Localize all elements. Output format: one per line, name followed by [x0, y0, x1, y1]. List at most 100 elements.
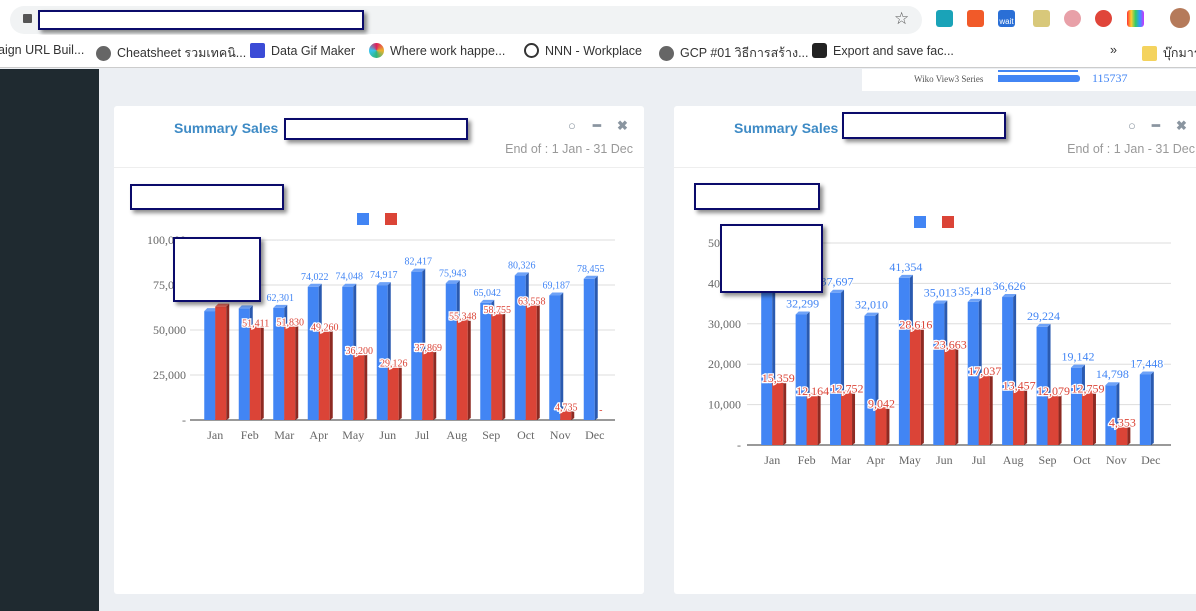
bar-top	[480, 299, 495, 303]
bookmark-label: Data Gif Maker	[271, 43, 356, 58]
bar-top	[875, 405, 890, 409]
bar	[1116, 427, 1128, 445]
bar	[1070, 367, 1082, 445]
bookmark-item[interactable]: Data Gif Maker	[250, 43, 355, 58]
bar	[1036, 326, 1048, 445]
stop-extension-icon[interactable]	[1064, 10, 1081, 27]
bar-side	[1058, 393, 1062, 445]
bar-side	[1024, 387, 1028, 445]
bar-top	[772, 379, 787, 383]
data-label: 15,359	[762, 371, 795, 385]
address-bar[interactable]	[10, 6, 922, 34]
product-label: Wiko View3 Series	[914, 74, 984, 84]
bar-side	[1092, 390, 1096, 445]
bar	[1013, 390, 1025, 445]
y-tick-label: 10,000	[708, 398, 741, 412]
data-label: 12,752	[831, 381, 864, 395]
data-label: 41,354	[889, 260, 922, 274]
x-tick-label: Aug	[1003, 453, 1024, 467]
redacted-box	[720, 224, 823, 293]
bar-top	[978, 373, 993, 377]
bar	[944, 349, 956, 445]
bar-side	[1127, 424, 1131, 445]
bar-side	[502, 311, 506, 420]
redacted-url	[38, 10, 364, 30]
bar-top	[1070, 364, 1085, 368]
bar-top	[342, 283, 357, 287]
data-label: 23,663	[934, 337, 967, 351]
plus-extension-icon[interactable]	[967, 10, 984, 27]
circle-icon[interactable]: ○	[1128, 118, 1136, 133]
bar-top	[307, 283, 322, 287]
close-icon[interactable]: ✖	[1176, 118, 1187, 133]
bar-top	[411, 268, 426, 272]
bookmark-item[interactable]: Where work happe...	[369, 43, 505, 58]
bookmark-label: NNN - Workplace	[545, 43, 643, 58]
cast-extension-icon[interactable]	[936, 10, 953, 27]
bar-top	[1139, 371, 1154, 375]
circle-icon[interactable]: ○	[568, 118, 576, 133]
bar-side	[783, 379, 787, 445]
bar-top	[376, 282, 391, 286]
notes-extension-icon[interactable]	[1033, 10, 1050, 27]
more-bookmarks-button[interactable]: »	[1110, 43, 1117, 57]
product-bar	[998, 75, 1080, 82]
bar	[307, 286, 319, 420]
bar	[456, 320, 468, 420]
bar-top	[549, 292, 564, 296]
bar-top	[583, 275, 598, 279]
bar	[411, 271, 423, 420]
sidebar	[0, 69, 99, 611]
x-tick-label: Dec	[585, 428, 604, 442]
x-tick-label: Dec	[1141, 453, 1160, 467]
bookmark-item[interactable]: Export and save fac...	[812, 43, 954, 58]
bar	[342, 286, 354, 420]
bar-top	[525, 302, 540, 306]
legend-swatch-series-1	[914, 216, 926, 228]
bookmark-star-icon[interactable]: ☆	[894, 9, 910, 28]
x-tick-label: Nov	[550, 428, 571, 442]
bar	[1139, 374, 1151, 445]
bar-top	[560, 408, 575, 412]
bookmark-item[interactable]: GCP #01 วิธีการสร้าง...	[659, 43, 809, 63]
bar	[238, 308, 250, 420]
data-label: 69,187	[543, 280, 571, 291]
minimize-icon[interactable]: ━	[1152, 118, 1160, 133]
y-tick-label: 50,000	[153, 323, 186, 337]
product-value: 115737	[1092, 71, 1128, 85]
legend-swatch-series-2	[942, 216, 954, 228]
y-tick-label: 20,000	[708, 357, 741, 371]
bookmark-item[interactable]: Cheatsheet รวมเทคนิ...	[96, 43, 246, 63]
x-tick-label: Sep	[1039, 453, 1057, 467]
bar-top	[967, 298, 982, 302]
minimize-icon[interactable]: ━	[593, 118, 601, 133]
bar-top	[514, 272, 529, 276]
data-label: 35,013	[924, 286, 957, 300]
bookmark-folder[interactable]: บุ๊กมาร์	[1142, 43, 1196, 63]
color-extension-icon[interactable]	[1127, 10, 1144, 27]
bar-top	[387, 364, 402, 368]
bar	[1105, 385, 1117, 445]
data-label: 35,418	[958, 284, 991, 298]
avatar[interactable]	[1170, 8, 1190, 28]
data-label: 13,457	[1003, 379, 1036, 393]
bar-top	[830, 289, 845, 293]
close-icon[interactable]: ✖	[617, 118, 628, 133]
bookmark-item[interactable]: aign URL Buil...	[0, 43, 84, 57]
date-range: End of : 1 Jan - 31 Dec	[505, 142, 633, 156]
wait-extension-icon[interactable]: wait	[998, 10, 1015, 27]
data-label: 12,079	[1037, 384, 1070, 398]
bookmark-item[interactable]: NNN - Workplace	[524, 43, 642, 58]
redacted-subtitle	[694, 183, 820, 210]
bar-top	[944, 346, 959, 350]
block-extension-icon[interactable]	[1095, 10, 1112, 27]
x-tick-label: Nov	[1106, 453, 1127, 467]
bar	[978, 376, 990, 445]
bar-side	[295, 323, 299, 420]
data-label: 36,200	[346, 346, 374, 357]
bar-top	[1116, 424, 1131, 428]
bar	[795, 314, 807, 445]
bar-top	[445, 280, 460, 284]
bar-side	[260, 324, 264, 420]
bar-top	[1047, 393, 1062, 397]
